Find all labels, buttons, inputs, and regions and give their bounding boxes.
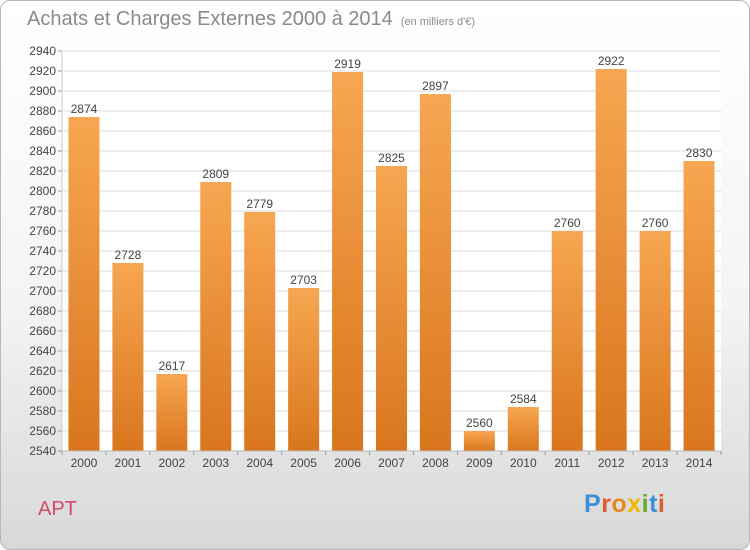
bar-2002 <box>156 374 188 451</box>
bar-2013 <box>639 231 671 451</box>
chart-title: Achats et Charges Externes 2000 à 2014 (e… <box>27 8 475 31</box>
bar-2003 <box>200 182 232 451</box>
y-axis-ticks: 2540 2560 2580 2600 2620 2640 2660 2680 2700 2720… <box>29 44 62 458</box>
x-tick-label-2005: 2005 <box>290 456 317 470</box>
place-label: APT <box>38 498 77 520</box>
bar-2014 <box>683 161 715 451</box>
y-tick-label: 2900 <box>29 84 56 98</box>
data-label-2012: 2922 <box>598 54 625 68</box>
logo-letter: x <box>627 490 642 518</box>
data-label-2004: 2779 <box>246 197 273 211</box>
x-tick-label-2011: 2011 <box>554 456 580 470</box>
bar-2000 <box>68 117 100 451</box>
data-label-2006: 2919 <box>334 57 361 71</box>
y-tick-label: 2840 <box>29 144 56 158</box>
x-tick-label-2002: 2002 <box>158 456 185 470</box>
data-label-2007: 2825 <box>378 151 405 165</box>
y-tick-label: 2720 <box>29 264 56 278</box>
y-tick-label: 2820 <box>29 164 56 178</box>
data-label-2003: 2809 <box>202 167 229 181</box>
bar-2011 <box>551 231 583 451</box>
data-label-2011: 2760 <box>554 216 581 230</box>
y-tick-label: 2860 <box>29 124 56 138</box>
data-label-2014: 2830 <box>686 146 713 160</box>
logo-letter: i <box>657 490 666 518</box>
y-tick-label: 2780 <box>29 204 56 218</box>
x-tick-label-2001: 2001 <box>115 456 142 470</box>
data-label-2005: 2703 <box>290 273 317 287</box>
data-label-2009: 2560 <box>466 416 493 430</box>
data-label-2002: 2617 <box>158 359 185 373</box>
data-label-2000: 2874 <box>71 102 98 116</box>
bar-2009 <box>463 431 495 451</box>
y-tick-label: 2880 <box>29 104 56 118</box>
data-label-2001: 2728 <box>115 248 142 262</box>
y-tick-label: 2580 <box>29 404 56 418</box>
proxiti-logo: Proxiti <box>584 490 665 519</box>
x-tick-label-2008: 2008 <box>422 456 449 470</box>
bar-2010 <box>507 407 539 451</box>
x-tick-label-2004: 2004 <box>246 456 273 470</box>
y-tick-label: 2940 <box>29 44 56 58</box>
x-tick-label-2006: 2006 <box>334 456 361 470</box>
x-tick-label-2014: 2014 <box>686 456 713 470</box>
x-tick-label-2003: 2003 <box>202 456 229 470</box>
bar-2005 <box>288 288 320 451</box>
x-tick-label-2007: 2007 <box>378 456 405 470</box>
data-label-2013: 2760 <box>642 216 669 230</box>
x-tick-label-2012: 2012 <box>598 456 625 470</box>
y-tick-label: 2540 <box>29 444 56 458</box>
y-tick-label: 2640 <box>29 344 56 358</box>
x-tick-label-2009: 2009 <box>466 456 493 470</box>
x-tick-label-2010: 2010 <box>510 456 537 470</box>
y-tick-label: 2680 <box>29 304 56 318</box>
y-tick-label: 2600 <box>29 384 56 398</box>
y-tick-label: 2700 <box>29 284 56 298</box>
bars: 2874 2728 2617 2809 2779 2703 2919 2825 2897 2560… <box>68 54 715 451</box>
logo-letter: t <box>649 490 658 518</box>
logo-letter: P <box>584 490 602 518</box>
bar-2008 <box>419 94 451 451</box>
y-tick-label: 2620 <box>29 364 56 378</box>
y-tick-label: 2800 <box>29 184 56 198</box>
x-tick-label-2013: 2013 <box>642 456 669 470</box>
bar-2001 <box>112 263 144 451</box>
bar-2007 <box>376 166 407 451</box>
bar-2004 <box>244 212 276 451</box>
logo-letter: o <box>611 490 628 518</box>
x-tick-label-2000: 2000 <box>71 456 98 470</box>
data-label-2008: 2897 <box>422 79 449 93</box>
bar-2012 <box>595 69 627 451</box>
logo-letter: r <box>601 490 612 518</box>
y-tick-label: 2760 <box>29 224 56 238</box>
chart-title-text: Achats et Charges Externes 2000 à 2014 <box>27 8 393 30</box>
y-tick-label: 2560 <box>29 424 56 438</box>
y-tick-label: 2660 <box>29 324 56 338</box>
x-axis-ticks: 2000 2001 2002 2003 2004 2005 2006 2007 2008 2009… <box>61 451 722 470</box>
y-tick-label: 2920 <box>29 64 56 78</box>
bar-2006 <box>332 72 364 451</box>
y-tick-label: 2740 <box>29 244 56 258</box>
logo-letter: i <box>641 490 650 518</box>
data-label-2010: 2584 <box>510 392 537 406</box>
chart-unit-text: (en milliers d'€) <box>400 16 476 28</box>
